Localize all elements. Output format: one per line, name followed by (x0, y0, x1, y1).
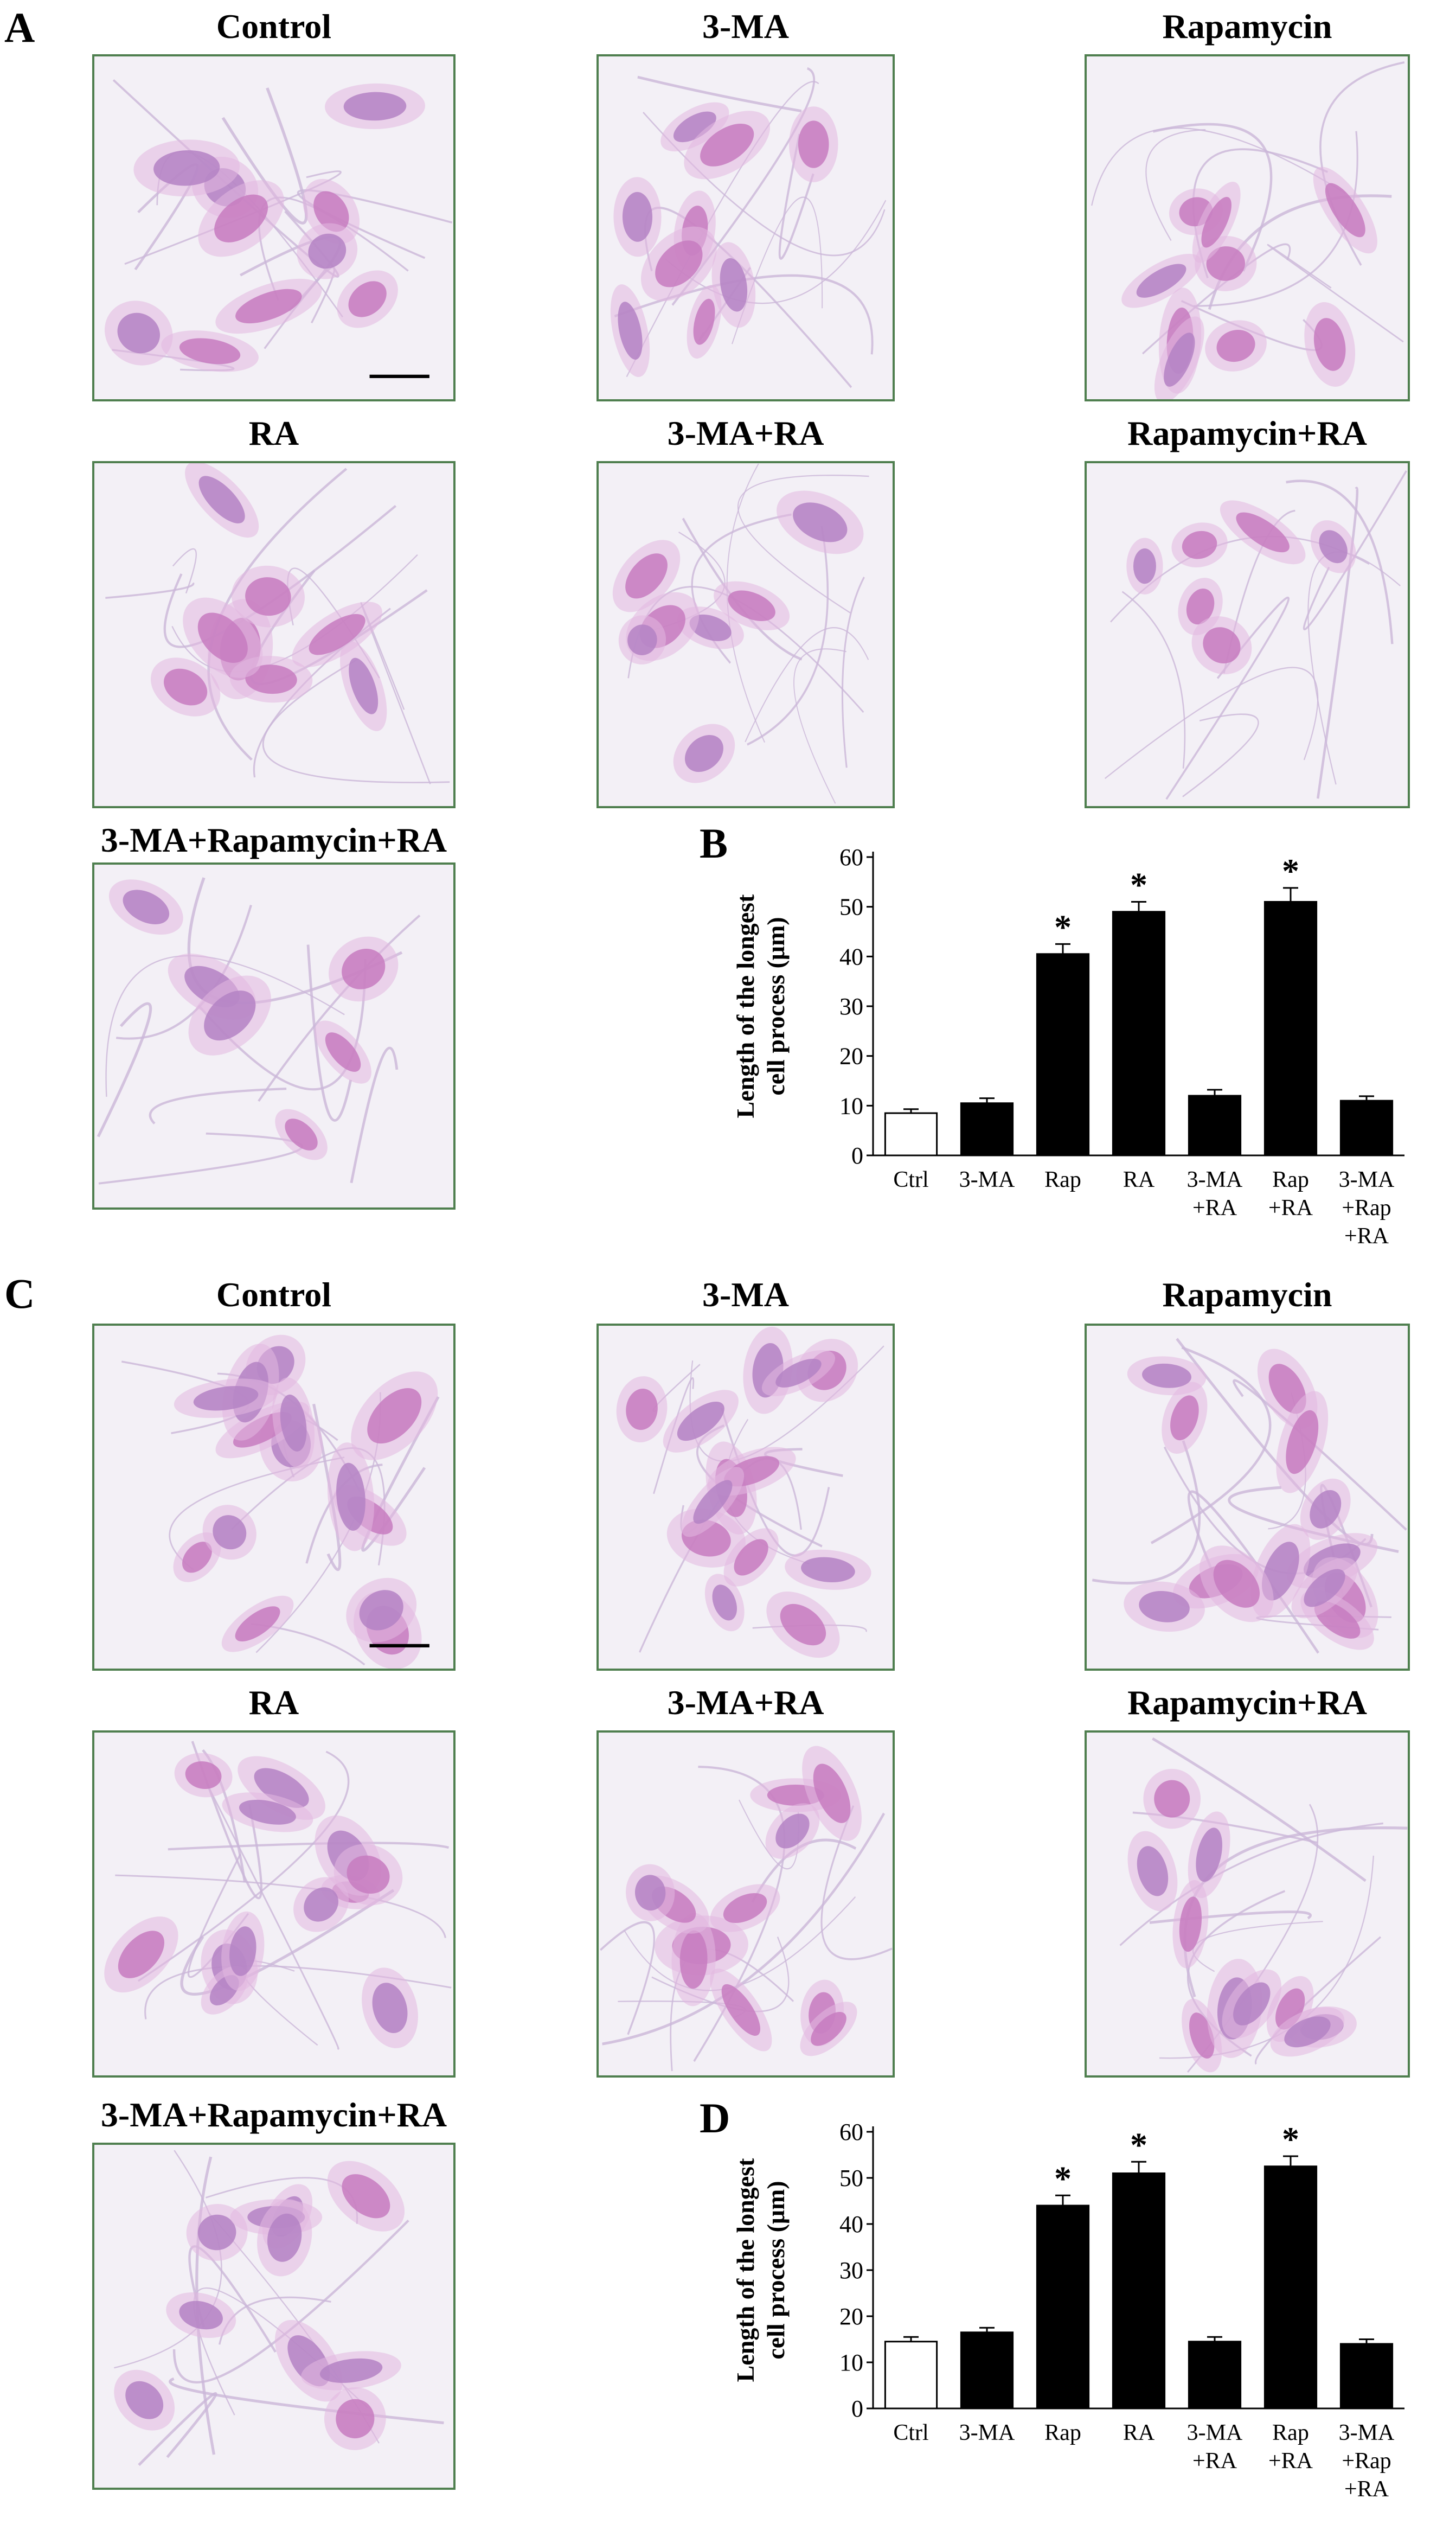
micrograph-3ma-ra (596, 1730, 895, 2078)
micrograph-rapamycin (1085, 54, 1410, 401)
panel-letter-c: C (4, 1270, 35, 1317)
y-tick-label: 60 (839, 844, 863, 871)
bar (1188, 1095, 1242, 1156)
bar-chart-d: Length of the longest cell process (μm) 0 1… (721, 2110, 1426, 2533)
micrograph-rapamycin (1085, 1324, 1410, 1671)
micrograph-ra (92, 1730, 456, 2078)
category-label: Ctrl (893, 2420, 928, 2445)
y-axis-label: Length of the longest (732, 2158, 759, 2382)
y-tick-label: 10 (839, 2349, 863, 2376)
significance-marker: * (1282, 2120, 1299, 2158)
significance-marker: * (1130, 866, 1147, 904)
y-tick-label: 0 (851, 1142, 863, 1169)
y-tick-label: 60 (839, 2119, 863, 2145)
category-label: 3-MA (1187, 2420, 1243, 2445)
image-title: Rapamycin (1162, 1275, 1332, 1314)
category-label: +RA (1344, 1224, 1389, 1249)
micrograph-3ma-rapamycin-ra (92, 862, 456, 1210)
y-tick-label: 50 (839, 2165, 863, 2191)
image-title: 3-MA+Rapamycin+RA (100, 2095, 447, 2134)
y-axis-label: cell process (μm) (762, 2181, 790, 2359)
image-title: 3-MA (702, 1275, 789, 1314)
bar (1112, 911, 1166, 1156)
image-title: Rapamycin+RA (1127, 1683, 1367, 1722)
category-label: 3-MA (959, 2420, 1015, 2445)
image-title: Control (216, 7, 332, 46)
category-label: 3-MA (1339, 2420, 1395, 2445)
bar (884, 1112, 938, 1156)
image-title: 3-MA+Rapamycin+RA (100, 821, 447, 859)
y-tick-label: 20 (839, 2303, 863, 2330)
category-label: Rap (1044, 1167, 1081, 1192)
significance-marker: * (1054, 2159, 1072, 2197)
panel-letter-d: D (700, 2094, 730, 2142)
bar (1036, 2204, 1090, 2410)
y-tick-label: 40 (839, 943, 863, 970)
category-label: +Rap (1342, 1196, 1391, 1220)
bar (1263, 901, 1318, 1156)
category-label: RA (1123, 1167, 1155, 1192)
image-title: 3-MA (702, 7, 789, 46)
micrograph-3ma (596, 1324, 895, 1671)
category-label: 3-MA (959, 1167, 1015, 1192)
micrograph-3ma (596, 54, 895, 401)
y-tick-label: 10 (839, 1092, 863, 1119)
micrograph-rapamycin-ra (1085, 1730, 1410, 2078)
bar (960, 2331, 1014, 2410)
y-axis-label: Length of the longest (732, 894, 759, 1118)
panel-letter-b: B (700, 820, 728, 867)
y-tick-label: 40 (839, 2211, 863, 2238)
bar (960, 1102, 1014, 1156)
y-tick-label: 50 (839, 894, 863, 921)
category-label: +RA (1192, 2449, 1237, 2474)
image-title: Rapamycin (1162, 7, 1332, 46)
category-label: 3-MA (1187, 1167, 1243, 1192)
category-label: Rap (1044, 2420, 1081, 2445)
bar (1339, 1100, 1394, 1156)
bar (1112, 2172, 1166, 2410)
category-label: 3-MA (1339, 1167, 1395, 1192)
y-tick-label: 30 (839, 2257, 863, 2284)
micrograph-control (92, 54, 456, 401)
micrograph-rapamycin-ra (1085, 461, 1410, 808)
bar (1036, 953, 1090, 1156)
bar (884, 2341, 938, 2410)
bar (1263, 2165, 1318, 2410)
y-axis-label: cell process (μm) (762, 917, 790, 1095)
category-label: Rap (1272, 1167, 1309, 1192)
image-title: 3-MA+RA (667, 414, 824, 452)
image-title: Rapamycin+RA (1127, 414, 1367, 452)
significance-marker: * (1054, 908, 1072, 946)
significance-marker: * (1282, 852, 1299, 890)
panel-letter-a: A (4, 4, 35, 51)
significance-marker: * (1130, 2125, 1147, 2164)
micrograph-control (92, 1324, 456, 1671)
category-label: Ctrl (893, 1167, 928, 1192)
category-label: RA (1123, 2420, 1155, 2445)
y-tick-label: 30 (839, 993, 863, 1020)
bar (1188, 2341, 1242, 2410)
category-label: +RA (1344, 2477, 1389, 2502)
image-title: RA (248, 1683, 299, 1722)
micrograph-ra (92, 461, 456, 808)
category-label: +RA (1192, 1196, 1237, 1220)
y-tick-label: 0 (851, 2395, 863, 2422)
y-tick-label: 20 (839, 1043, 863, 1070)
bar-chart-b: Length of the longest cell process (μm) 0 1… (721, 835, 1426, 1280)
image-title: Control (216, 1275, 332, 1314)
category-label: +RA (1268, 2449, 1313, 2474)
category-label: +RA (1268, 1196, 1313, 1220)
category-label: Rap (1272, 2420, 1309, 2445)
image-title: RA (248, 414, 299, 452)
image-title: 3-MA+RA (667, 1683, 824, 1722)
micrograph-3ma-ra (596, 461, 895, 808)
micrograph-3ma-rapamycin-ra (92, 2143, 456, 2490)
bar (1339, 2343, 1394, 2410)
category-label: +Rap (1342, 2449, 1391, 2474)
